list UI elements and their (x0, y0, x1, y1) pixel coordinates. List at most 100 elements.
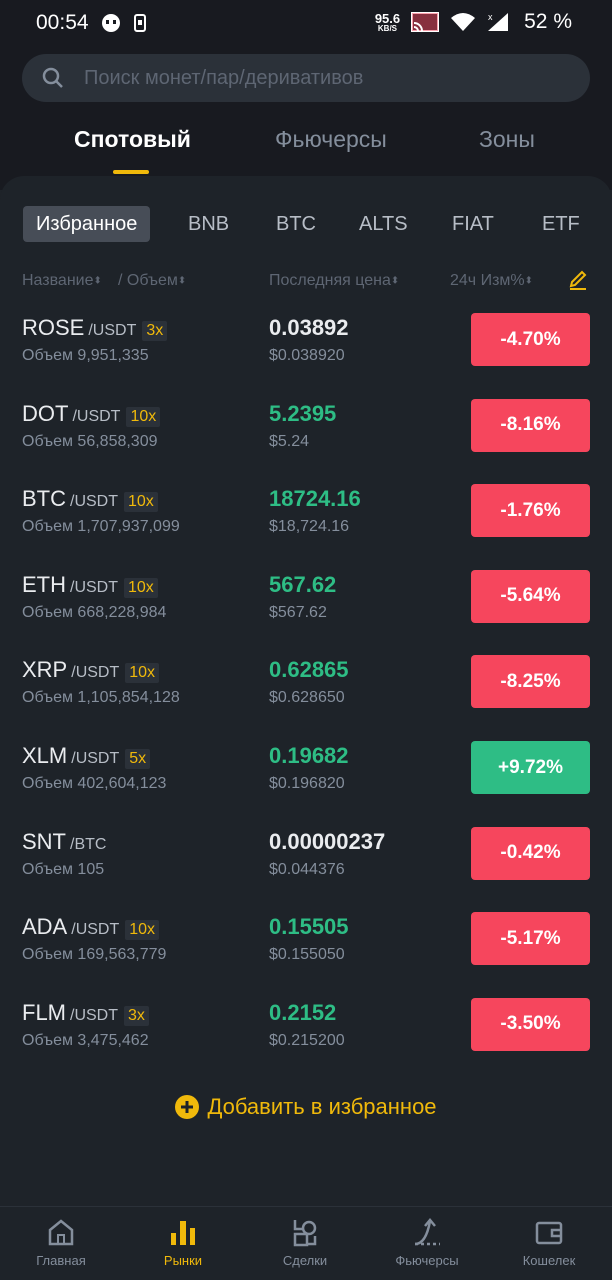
fiat-price: $567.62 (269, 603, 327, 621)
bottom-nav: Главная Рынки Сделки Фьючерсы Кошелек (0, 1206, 612, 1280)
leverage-badge: 5x (125, 749, 151, 769)
futures-icon (414, 1218, 440, 1246)
last-price: 0.03892 (269, 315, 349, 340)
quote-asset: /USDT (70, 493, 118, 511)
volume: Объем 402,604,123 (22, 775, 167, 792)
tab-spot[interactable]: Спотовый (74, 126, 191, 152)
status-bar: 00:54 95.6 KB/S x 52 % (0, 0, 612, 46)
svg-text:x: x (488, 12, 493, 22)
quote-asset: /USDT (88, 322, 137, 339)
sort-volume-header[interactable]: / Объем⬍ (118, 272, 187, 289)
subtab-etf[interactable]: ETF (542, 213, 580, 235)
change-badge[interactable]: -1.76% (471, 484, 590, 538)
edit-icon[interactable] (568, 268, 588, 295)
fiat-price: $0.628650 (269, 689, 345, 707)
nav-wallet[interactable]: Кошелек (494, 1217, 604, 1268)
market-row[interactable]: DOT/USDT 10x Объем 56,858,309 5.2395 $5.24 -8… (0, 398, 612, 485)
change-badge[interactable]: -4.70% (471, 313, 590, 366)
last-price: 0.19682 (269, 743, 349, 768)
last-price: 18724.16 (269, 486, 361, 512)
subtab-favorites[interactable]: Избранное (23, 206, 151, 242)
wifi-icon (451, 13, 476, 31)
cast-icon (411, 12, 440, 32)
wallet-icon (535, 1221, 563, 1245)
tab-zones[interactable]: Зоны (479, 126, 535, 152)
status-time: 00:54 (36, 11, 89, 34)
sort-name-header[interactable]: Название⬍ (22, 272, 102, 289)
net-speed: 95.6 KB/S (374, 10, 401, 33)
market-row[interactable]: ROSE/USDT 3x Объем 9,951,335 0.03892 $0.0389… (0, 313, 612, 399)
nav-home[interactable]: Главная (6, 1217, 116, 1268)
change-badge[interactable]: -8.25% (471, 655, 590, 709)
phone-notification-icon (134, 14, 146, 32)
sort-arrows-icon: ⬍ (177, 275, 187, 287)
column-headers: Название⬍ / Объем⬍ Последняя цена⬍ 24ч И… (22, 270, 592, 296)
market-row[interactable]: ADA/USDT 10x Объем 169,563,779 0.15505 $0.15… (0, 912, 612, 998)
quote-asset: /USDT (70, 578, 118, 596)
tab-futures[interactable]: Фьючерсы (275, 126, 387, 152)
change-badge[interactable]: -8.16% (471, 398, 590, 452)
change-badge[interactable]: +9.72% (471, 741, 590, 794)
sort-price-header[interactable]: Последняя цена⬍ (269, 272, 400, 289)
volume: Объем 9,951,335 (22, 347, 149, 364)
quote-asset: /USDT (70, 1006, 118, 1024)
volume: Объем 1,105,854,128 (22, 689, 180, 707)
subtab-fiat[interactable]: FIAT (452, 213, 494, 235)
sort-arrows-icon: ⬍ (93, 275, 102, 287)
quote-asset: /USDT (71, 921, 120, 939)
sort-arrows-icon: ⬍ (524, 275, 534, 287)
search-input[interactable] (84, 66, 544, 90)
market-row[interactable]: BTC/USDT 10x Объем 1,707,937,099 18724.16 $1… (0, 484, 612, 570)
leverage-badge: 3x (142, 321, 168, 341)
pair-name: FLM/USDT 3x (22, 1000, 149, 1026)
pair-name: SNT/BTC (22, 829, 106, 855)
change-badge[interactable]: -5.17% (471, 912, 590, 966)
subtab-alts[interactable]: ALTS (359, 213, 408, 235)
change-badge[interactable]: -5.64% (471, 569, 590, 623)
base-asset: BTC (22, 486, 66, 512)
pair-name: ADA/USDT 10x (22, 914, 160, 941)
nav-markets[interactable]: Рынки (128, 1217, 238, 1268)
volume: Объем 105 (22, 860, 105, 878)
trade-icon (293, 1220, 317, 1247)
sort-arrows-icon: ⬍ (390, 275, 400, 287)
last-price: 0.62865 (269, 657, 349, 683)
pair-name: XLM/USDT 5x (22, 743, 151, 769)
fiat-price: $18,724.16 (269, 518, 350, 536)
base-asset: FLM (22, 999, 66, 1025)
change-badge[interactable]: -3.50% (471, 997, 590, 1051)
market-row[interactable]: ETH/USDT 10x Объем 668,228,984 567.62 $567.6… (0, 569, 612, 656)
sub-tabs: Избранное BNB BTC ALTS FIAT ETF (22, 206, 612, 242)
add-favorite-button[interactable]: Добавить в избранное (0, 1094, 612, 1120)
subtab-bnb[interactable]: BNB (188, 213, 230, 235)
battery-level: 52 % (524, 10, 572, 33)
fiat-price: $0.155050 (269, 946, 345, 964)
leverage-badge: 10x (124, 492, 158, 513)
base-asset: SNT (22, 828, 66, 854)
base-asset: XLM (22, 743, 68, 768)
sort-change-header[interactable]: 24ч Изм%⬍ (450, 272, 534, 289)
last-price: 0.00000237 (269, 828, 386, 854)
market-row[interactable]: FLM/USDT 3x Объем 3,475,462 0.2152 $0.215200… (0, 997, 612, 1084)
market-row[interactable]: XLM/USDT 5x Объем 402,604,123 0.19682 $0.196… (0, 741, 612, 827)
leverage-badge: 10x (124, 577, 158, 598)
fiat-price: $5.24 (269, 432, 310, 450)
volume: Объем 56,858,309 (22, 432, 158, 450)
base-asset: DOT (22, 400, 69, 426)
pair-name: ETH/USDT 10x (22, 572, 158, 598)
nav-trades[interactable]: Сделки (250, 1217, 360, 1268)
base-asset: ETH (22, 571, 66, 597)
pair-name: BTC/USDT 10x (22, 486, 158, 513)
change-badge[interactable]: -0.42% (471, 826, 590, 880)
nav-futures[interactable]: Фьючерсы (372, 1217, 482, 1268)
pair-name: DOT/USDT 10x (22, 400, 161, 427)
fiat-price: $0.215200 (269, 1031, 345, 1049)
main-tabs: Спотовый Фьючерсы Зоны (0, 126, 612, 176)
market-row[interactable]: XRP/USDT 10x Объем 1,105,854,128 0.62865 $0.… (0, 655, 612, 741)
volume: Объем 3,475,462 (22, 1031, 149, 1049)
market-row[interactable]: SNT/BTC Объем 105 0.00000237 $0.044376 -0.42… (0, 826, 612, 913)
quote-asset: /USDT (72, 407, 121, 425)
subtab-btc[interactable]: BTC (276, 213, 316, 235)
markets-header: Спотовый Фьючерсы Зоны (0, 46, 612, 190)
search-bar[interactable] (22, 54, 590, 102)
